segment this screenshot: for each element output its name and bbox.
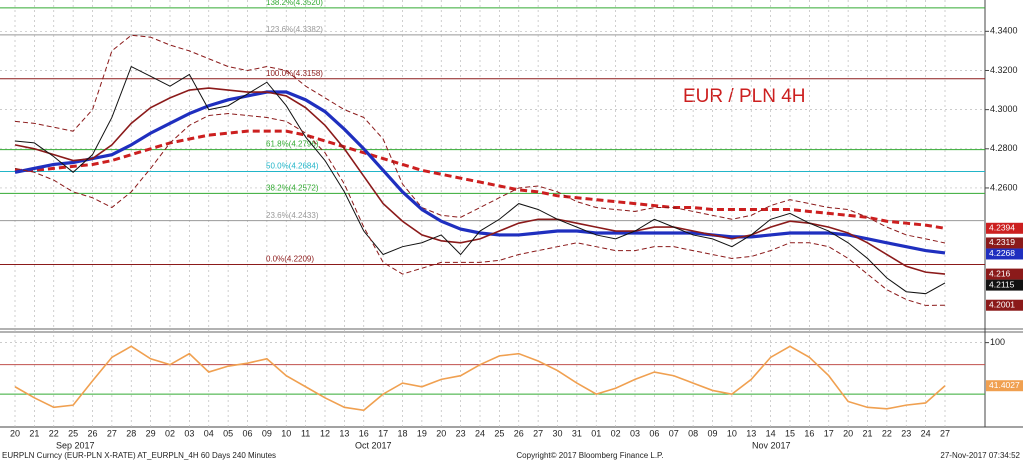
- last-value-label: 4.216: [989, 268, 1011, 278]
- x-tick-label: 11: [301, 428, 310, 438]
- last-value-box: [986, 279, 1023, 291]
- chart-title: EUR / PLN 4H: [683, 86, 805, 107]
- x-tick-label: 24: [921, 428, 931, 438]
- series-line: [14, 87, 946, 275]
- x-tick-label: 12: [320, 428, 330, 438]
- x-tick-label: 27: [940, 428, 950, 438]
- x-tick-label: 08: [688, 428, 698, 438]
- x-tick-label: 29: [146, 428, 156, 438]
- level-label: 23.6%(4.2433): [266, 211, 319, 220]
- x-tick-label: 02: [611, 428, 621, 438]
- level-label: 138.2%(4.3520): [266, 0, 323, 7]
- x-tick-label: 26: [514, 428, 524, 438]
- x-tick-label: 02: [165, 428, 175, 438]
- x-tick-label: 09: [262, 428, 272, 438]
- x-tick-label: 28: [126, 428, 136, 438]
- x-tick-label: 23: [456, 428, 466, 438]
- x-tick-label: 21: [29, 428, 39, 438]
- last-value-label: 4.2394: [989, 223, 1015, 233]
- month-label: Nov 2017: [752, 440, 791, 450]
- footer-right: 27-Nov-2017 07:34:52: [940, 451, 1020, 460]
- x-tick-label: 13: [339, 428, 349, 438]
- level-label: 61.8%(4.2796): [266, 140, 319, 149]
- x-tick-label: 06: [242, 428, 252, 438]
- y-tick-label: 4.3200: [990, 65, 1018, 75]
- level-label: 100.0%(4.3158): [266, 69, 323, 78]
- x-tick-label: 10: [727, 428, 737, 438]
- level-label: 38.2%(4.2572): [266, 184, 319, 193]
- x-tick-label: 27: [533, 428, 543, 438]
- x-tick-label: 16: [359, 428, 369, 438]
- x-tick-label: 18: [397, 428, 407, 438]
- x-tick-label: 17: [378, 428, 388, 438]
- x-tick-label: 13: [746, 428, 756, 438]
- x-tick-label: 25: [494, 428, 504, 438]
- x-tick-label: 03: [630, 428, 640, 438]
- y-tick-label: 100: [990, 337, 1005, 347]
- last-value-box: [986, 268, 1023, 280]
- x-tick-label: 09: [707, 428, 717, 438]
- last-value-box: [986, 248, 1023, 260]
- series-line: [14, 34, 946, 244]
- last-value-box: [986, 380, 1023, 392]
- level-label: 50.0%(4.2684): [266, 162, 319, 171]
- x-tick-label: 16: [804, 428, 814, 438]
- x-tick-label: 31: [572, 428, 582, 438]
- x-tick-label: 06: [649, 428, 659, 438]
- x-tick-label: 04: [204, 428, 214, 438]
- x-tick-label: 14: [766, 428, 776, 438]
- x-tick-label: 22: [882, 428, 892, 438]
- x-tick-label: 03: [184, 428, 194, 438]
- series-line: [14, 90, 946, 255]
- y-tick-label: 4.2600: [990, 182, 1018, 192]
- x-tick-label: 21: [862, 428, 872, 438]
- y-tick-label: 4.3400: [990, 26, 1018, 36]
- level-label: 123.6%(4.3382): [266, 25, 323, 34]
- x-tick-label: 26: [87, 428, 97, 438]
- x-tick-label: 01: [591, 428, 601, 438]
- last-value-label: 4.2115: [989, 279, 1015, 289]
- last-value-label: 4.2268: [989, 248, 1015, 258]
- x-tick-label: 20: [10, 428, 20, 438]
- footer-left: EURPLN Curncy (EUR-PLN X-RATE) AT_EURPLN…: [2, 451, 276, 460]
- last-value-label: 4.2319: [989, 237, 1015, 247]
- month-label: Oct 2017: [355, 440, 392, 450]
- y-tick-label: 4.3000: [990, 104, 1018, 114]
- x-tick-label: 20: [436, 428, 446, 438]
- x-tick-label: 19: [417, 428, 427, 438]
- x-tick-label: 24: [475, 428, 485, 438]
- y-tick-label: 4.2800: [990, 143, 1018, 153]
- last-value-box: [986, 222, 1023, 234]
- level-label: 0.0%(4.2209): [266, 255, 314, 264]
- x-tick-label: 22: [49, 428, 59, 438]
- x-tick-label: 17: [824, 428, 834, 438]
- footer-center: Copyright© 2017 Bloomberg Finance L.P.: [516, 451, 663, 460]
- x-tick-label: 05: [223, 428, 233, 438]
- x-tick-label: 10: [281, 428, 291, 438]
- last-value-label: 41.4027: [989, 380, 1020, 390]
- last-value-label: 4.2001: [989, 299, 1015, 309]
- x-tick-label: 27: [107, 428, 117, 438]
- series-line: [14, 65, 946, 295]
- x-tick-label: 07: [669, 428, 679, 438]
- month-label: Sep 2017: [56, 440, 95, 450]
- last-value-box: [986, 237, 1023, 249]
- series-line: [14, 345, 946, 412]
- last-value-box: [986, 299, 1023, 311]
- x-tick-label: 30: [552, 428, 562, 438]
- x-tick-label: 25: [68, 428, 78, 438]
- x-tick-label: 20: [843, 428, 853, 438]
- x-tick-label: 23: [901, 428, 911, 438]
- series-line: [14, 113, 946, 306]
- x-tick-label: 15: [785, 428, 795, 438]
